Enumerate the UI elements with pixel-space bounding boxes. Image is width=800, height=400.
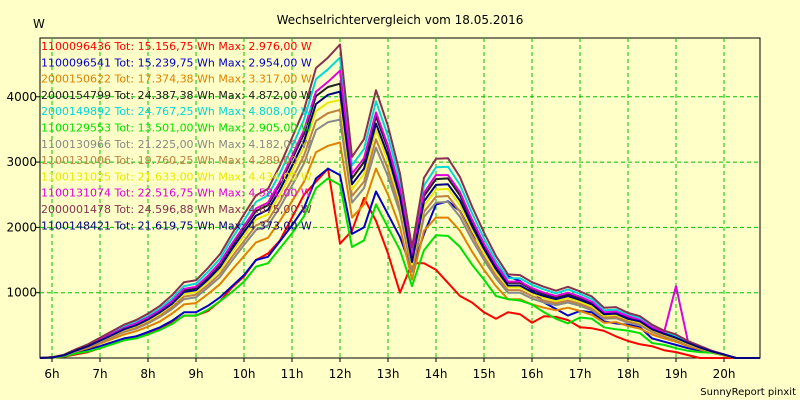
y-axis-unit: W (33, 17, 45, 31)
x-tick-label: 15h (473, 367, 496, 381)
x-tick-label: 16h (521, 367, 544, 381)
x-tick-label: 20h (713, 367, 736, 381)
x-tick-label: 14h (425, 367, 448, 381)
footer-credit: SunnyReport pinxit (700, 387, 796, 398)
x-tick-label: 13h (377, 367, 400, 381)
x-tick-label: 7h (92, 367, 107, 381)
legend-entry-2000001478: 2000001478 Tot: 24.596,88 Wh Max: 4.675,… (41, 203, 312, 216)
legend-entry-1100131025: 1100131025 Tot: 21.633,00 Wh Max: 4.434,… (41, 170, 312, 183)
legend-entry-1100148421: 1100148421 Tot: 21.619,75 Wh Max: 4.373,… (41, 219, 312, 232)
legend-entry-2000149892: 2000149892 Tot: 24.767,25 Wh Max: 4.808,… (41, 105, 312, 118)
legend-entry-2000154799: 2000154799 Tot: 24.387,38 Wh Max: 4.872,… (41, 89, 312, 102)
legend: 1100096436 Tot: 15.156,75 Wh Max: 2.976,… (41, 40, 312, 232)
x-tick-label: 19h (665, 367, 688, 381)
legend-entry-1100131006: 1100131006 Tot: 19.760,25 Wh Max: 4.289,… (41, 154, 312, 167)
x-tick-label: 18h (617, 367, 640, 381)
x-tick-label: 10h (233, 367, 256, 381)
series-lines (39, 43, 760, 359)
y-tick-label: 3000 (6, 155, 37, 169)
chart-title: Wechselrichtervergleich vom 18.05.2016 (277, 13, 524, 27)
y-tick-label: 4000 (6, 90, 37, 104)
legend-entry-2000150622: 2000150622 Tot: 17.374,38 Wh Max: 3.317,… (41, 73, 312, 86)
y-tick-label: 2000 (6, 220, 37, 234)
legend-entry-1100131074: 1100131074 Tot: 22.516,75 Wh Max: 4.581,… (41, 187, 312, 200)
series-line-1100096541 (39, 167, 760, 359)
legend-entry-1100130966: 1100130966 Tot: 21.225,00 Wh Max: 4.182,… (41, 138, 312, 151)
series-line-1100131074 (39, 69, 760, 359)
series-line-1100148421 (39, 90, 760, 359)
series-line-2000001478 (39, 43, 760, 359)
series-line-1100130966 (39, 118, 760, 359)
legend-entry-1100096541: 1100096541 Tot: 15.239,75 Wh Max: 2.954,… (41, 56, 312, 69)
x-tick-label: 6h (44, 367, 59, 381)
legend-entry-1100129553: 1100129553 Tot: 13.501,00 Wh Max: 2.905,… (41, 122, 312, 135)
x-tick-label: 8h (140, 367, 155, 381)
y-tick-label: 1000 (6, 286, 37, 300)
x-axis-ticks: 6h 7h 8h 9h 10h 11h 12h 13h 14h 15h 16h 17h 18h 19h 20… (44, 358, 735, 381)
x-tick-label: 9h (188, 367, 203, 381)
series-line-2000150622 (39, 141, 760, 359)
x-tick-label: 11h (281, 367, 304, 381)
series-line-1100131006 (39, 108, 760, 359)
x-tick-label: 12h (329, 367, 352, 381)
y-axis-ticks: 1000 2000 3000 4000 (6, 90, 40, 300)
series-line-2000149892 (39, 56, 760, 359)
x-tick-label: 17h (569, 367, 592, 381)
series-line-1100129553 (39, 177, 760, 359)
legend-entry-1100096436: 1100096436 Tot: 15.156,75 Wh Max: 2.976,… (41, 40, 312, 53)
series-line-1100096436 (39, 167, 760, 359)
